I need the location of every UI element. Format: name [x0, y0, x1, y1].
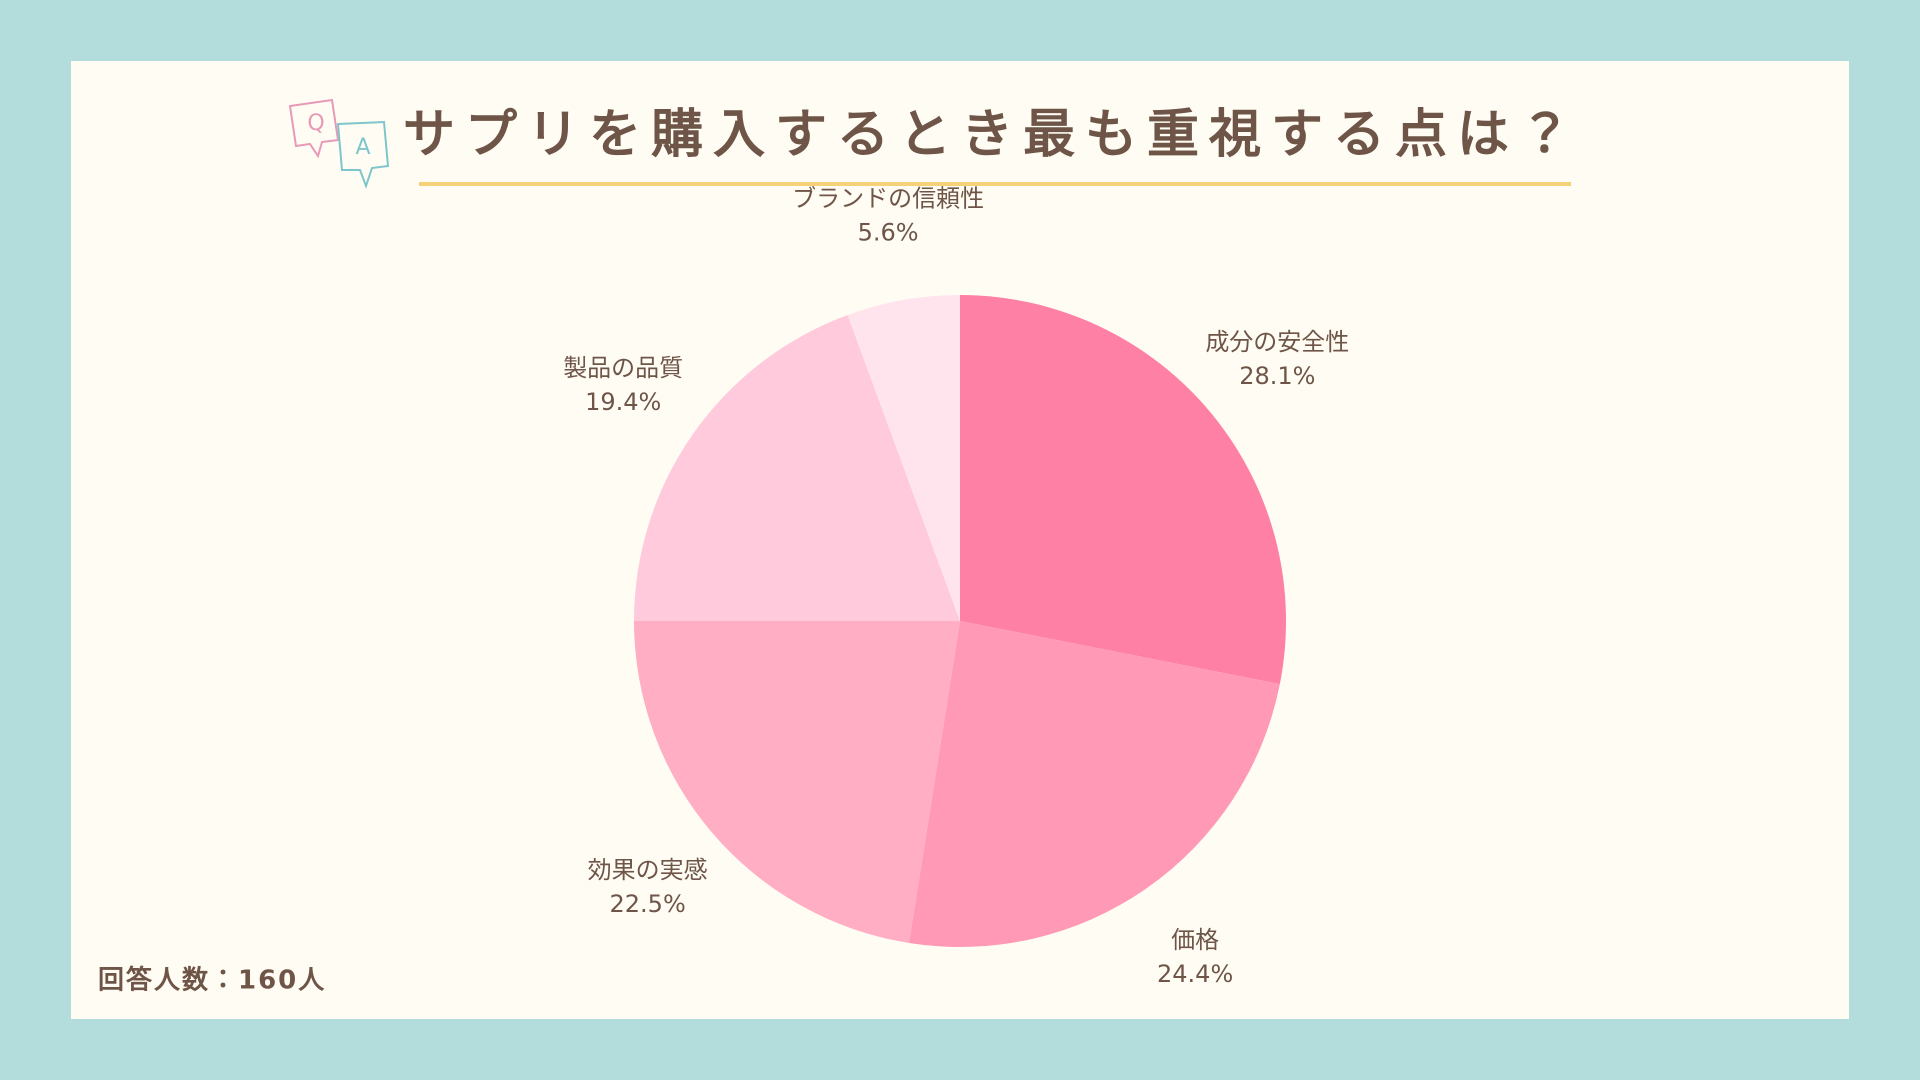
- slice-label: ブランドの信頼性: [792, 185, 984, 213]
- pie-slice: [960, 295, 1286, 685]
- slice-value-label: 24.4%: [1157, 960, 1233, 988]
- chart-title: サプリを購入するとき最も重視する点は？: [403, 105, 1581, 165]
- svg-text:A: A: [355, 135, 370, 160]
- pie-slice: [909, 621, 1280, 947]
- slice-label: 製品の品質: [563, 354, 683, 382]
- slice-value-label: 22.5%: [610, 890, 686, 918]
- slice-value-label: 5.6%: [858, 219, 919, 247]
- qa-icon: Q A: [288, 98, 390, 189]
- slice-value-label: 19.4%: [585, 388, 661, 416]
- slice-label: 価格: [1171, 926, 1219, 954]
- svg-text:Q: Q: [307, 111, 324, 136]
- pie-slice: [847, 295, 960, 621]
- slice-label: 効果の実感: [588, 856, 708, 884]
- respondents-note: 回答人数：160人: [98, 965, 326, 996]
- pie-slice: [634, 621, 960, 943]
- slice-label: 成分の安全性: [1205, 328, 1349, 356]
- pie-slice: [634, 314, 960, 621]
- slice-value-label: 28.1%: [1239, 362, 1315, 390]
